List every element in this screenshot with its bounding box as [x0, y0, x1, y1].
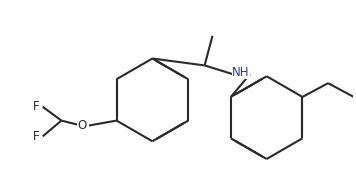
- Text: NH: NH: [232, 66, 250, 79]
- Text: F: F: [32, 130, 39, 143]
- Text: O: O: [78, 119, 87, 132]
- Text: F: F: [32, 100, 39, 113]
